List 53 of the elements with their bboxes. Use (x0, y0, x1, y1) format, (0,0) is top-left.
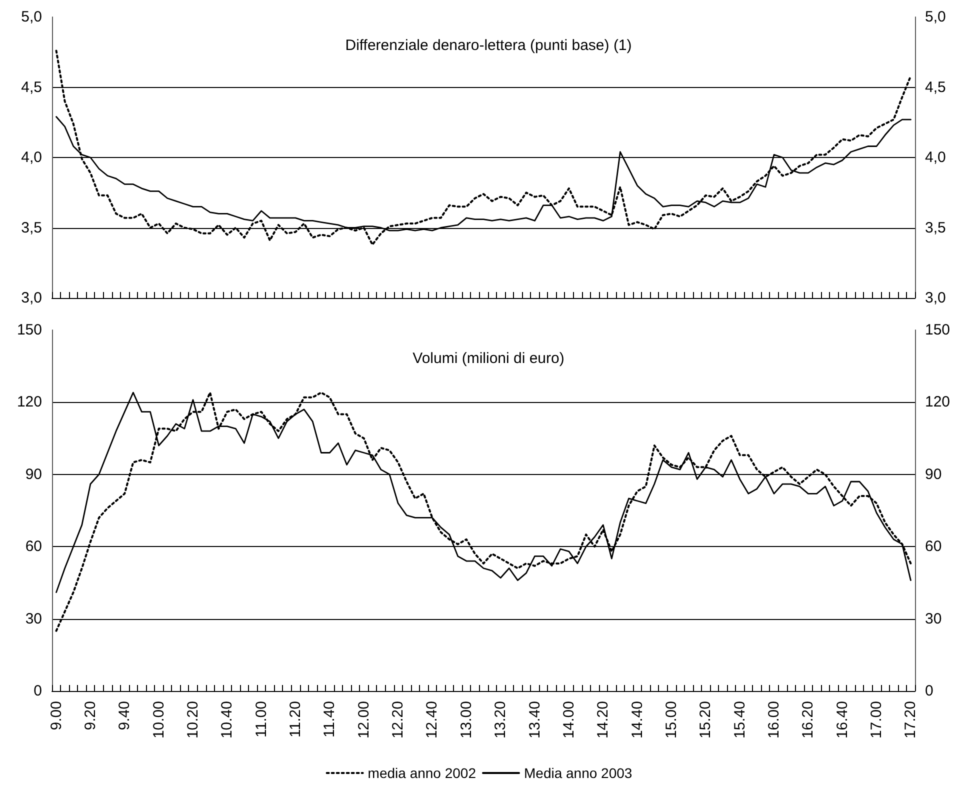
y2-tick-label: 60 (925, 538, 942, 556)
x-tick-label: 16.00 (766, 701, 783, 739)
x-tick-label: 10.20 (184, 701, 202, 739)
x-tick-label: 14.00 (560, 701, 578, 739)
x-tick-label: 11.40 (321, 701, 338, 738)
y-tick-label: 30 (25, 610, 42, 628)
legend-label: Media anno 2003 (524, 765, 632, 781)
y-tick-label: 3,0 (21, 290, 42, 306)
line-series (55, 392, 912, 632)
y2-tick-label: 3,0 (925, 290, 946, 306)
y2-tick-label: 150 (925, 322, 950, 338)
x-tick-label: 13.40 (526, 701, 544, 739)
x-tick-label: 16.40 (834, 701, 851, 739)
x-tick-label: 12.20 (390, 701, 407, 739)
x-tick-label: 10.00 (150, 701, 168, 739)
y-tick-label: 120 (16, 394, 42, 411)
x-tick-label: 17.20 (902, 701, 920, 739)
text: Volumi (milioni di euro) (412, 350, 564, 367)
text: Differenziale denaro-lettera (punti base) (1) (345, 37, 632, 54)
y2-tick-label: 5,0 (925, 8, 946, 26)
y-tick-label: 5,0 (21, 8, 42, 26)
y2-tick-label: 4,0 (925, 149, 946, 166)
y2-tick-label: 4,5 (925, 78, 946, 96)
x-tick-label: 14.40 (628, 701, 646, 739)
x-tick-label: 12.00 (355, 701, 372, 739)
x-tick-label: 13.20 (492, 701, 510, 739)
x-tick-label: 15.40 (731, 701, 748, 739)
x-tick-label: 15.20 (697, 701, 714, 739)
y-tick-label: 3,5 (21, 219, 42, 236)
y-tick-label: 60 (25, 538, 42, 556)
legend-label: media anno 2002 (368, 765, 476, 781)
x-tick-label: 12.40 (424, 701, 441, 739)
x-tick-label: 11.00 (252, 701, 270, 738)
x-tick-label: 14.20 (594, 701, 612, 739)
x-tick-label: 9.40 (116, 701, 134, 730)
y-tick-label: 4,0 (21, 149, 42, 166)
y-tick-label: 4,5 (21, 78, 42, 96)
x-tick-label: 9.20 (82, 701, 99, 730)
x-tick-label: 15.00 (662, 701, 680, 739)
x-tick-label: 17.00 (868, 701, 886, 739)
y2-tick-label: 3,5 (925, 219, 946, 236)
y-tick-label: 0 (34, 682, 42, 700)
x-tick-label: 16.20 (800, 701, 817, 739)
y-tick-label: 150 (16, 322, 42, 338)
x-tick-label: 13.00 (458, 701, 475, 739)
x-tick-label: 11.20 (287, 701, 304, 738)
x-tick-label: 10.40 (218, 701, 236, 739)
y2-tick-label: 30 (925, 610, 942, 628)
y-tick-label: 90 (25, 466, 42, 483)
y2-tick-label: 0 (925, 682, 934, 700)
y2-tick-label: 120 (925, 394, 950, 411)
x-tick-label: 9.00 (48, 701, 65, 730)
y2-tick-label: 90 (925, 466, 942, 483)
